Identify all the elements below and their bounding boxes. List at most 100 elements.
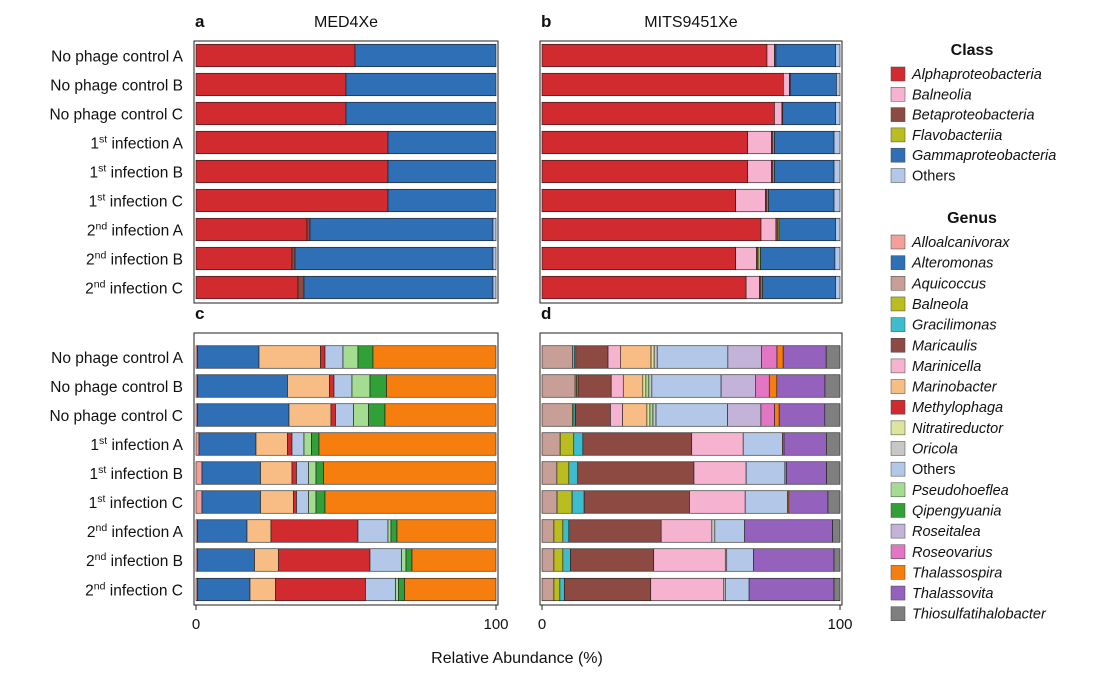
panel-c: Alloalcanivorax: 0.5Alteromonas: 20.5Mar… — [192, 304, 509, 633]
legend-title: Class — [951, 42, 994, 59]
bar-segment-thalassospira: Thalassospira: 33 — [396, 519, 497, 543]
row-label: No phage control A — [51, 49, 184, 66]
bar-segment-others: Others: 10.5 — [369, 548, 402, 572]
bar-segment-alteromonas: Alteromonas: 30 — [197, 374, 288, 398]
bar-segment-thiosulfatihalobacter: Thiosulfatihalobacter: 5 — [824, 374, 841, 398]
legend-item-label: Methylophaga — [912, 400, 1003, 416]
bar-1st-infection-a: Aquicoccus: 6Balneola: 4.5Gracilimonas: … — [541, 432, 841, 456]
bar-segment-aquicoccus: Aquicoccus: 11 — [541, 374, 576, 398]
bar-segment-alloalcanivorax: Alloalcanivorax: 2 — [195, 490, 203, 514]
bar-segment-qipengyuania: Qipengyuania: 2 — [390, 519, 398, 543]
bar-segment-thalassovita: Thalassovita: 29.5 — [744, 519, 833, 543]
bar-1st-infection-b: Aquicoccus: 5Balneola: 4Gracilimonas: 3M… — [541, 461, 841, 485]
bar-segment-betaproteobacteria: Betaproteobacteria: 2 — [297, 275, 305, 300]
bar-segment-methylophaga: Methylophaga: 1 — [293, 490, 297, 514]
bar-no-phage-control-c: Alphaproteobacteria: 50Gammaproteobacter… — [195, 101, 497, 126]
bar-segment-alphaproteobacteria: Alphaproteobacteria: 34 — [195, 275, 299, 300]
bar-segment-others: Others: 4 — [296, 461, 309, 485]
bar-segment-pseudohoeflea: Pseudohoeflea: 1 — [387, 519, 392, 543]
legend-swatch — [890, 399, 906, 415]
bar-segment-pseudohoeflea: Pseudohoeflea: 2.5 — [303, 432, 312, 456]
bar-segment-methylophaga: Methylophaga: 1.5 — [330, 403, 336, 427]
bar-segment-others: Others: 4 — [291, 432, 305, 456]
bar-segment-balneola: Balneola: 3 — [553, 548, 564, 572]
bar-segment-others: Others: 23 — [651, 374, 722, 398]
legend-swatch — [890, 66, 906, 82]
bar-segment-methylophaga: Methylophaga: 1.5 — [287, 432, 293, 456]
bar-segment-marinicella: Marinicella: 4 — [607, 345, 621, 369]
bar-segment-others: Others: 23.5 — [655, 403, 728, 427]
bar-segment-alphaproteobacteria: Alphaproteobacteria: 69 — [541, 130, 748, 155]
bar-segment-alteromonas: Alteromonas: 17.5 — [197, 577, 251, 602]
bar-segment-others: Others: 2 — [833, 159, 841, 184]
legend-class: Class Alphaproteobacteria Balneolia Betapro… — [890, 42, 1056, 185]
bar-2nd-infection-b: Alphaproteobacteria: 65Balneolia: 7Betap… — [541, 246, 841, 271]
legend-swatch — [890, 255, 906, 270]
legend-swatch — [890, 338, 906, 353]
panel-frame — [539, 332, 843, 606]
bar-segment-marinobacter: Marinobacter: 14 — [288, 403, 332, 427]
legend-item-label: Betaproteobacteria — [912, 108, 1035, 124]
bar-1st-infection-c: Alloalcanivorax: 2Alteromonas: 19.5Marin… — [195, 490, 497, 514]
row-label: No phage control C — [49, 408, 183, 425]
bar-no-phage-control-b: Alphaproteobacteria: 81Balneolia: 2Betap… — [541, 72, 841, 97]
bar-segment-marinobacter: Marinobacter: 10.5 — [255, 432, 288, 456]
bar-segment-marinicella: Marinicella: 17 — [691, 432, 744, 456]
bar-segment-marinobacter: Marinobacter: 20.5 — [258, 345, 321, 369]
panel-frame — [193, 332, 499, 606]
bar-segment-thalassospira: Thalassospira: 1.5 — [774, 403, 780, 427]
bar-segment-aquicoccus: Aquicoccus: 4 — [541, 577, 555, 602]
legend-swatch — [890, 358, 906, 374]
legend-swatch — [890, 565, 906, 580]
bar-segment-thalassospira: Thalassospira: 59 — [318, 432, 497, 456]
bar-segment-pseudohoeflea: Pseudohoeflea: 1 — [649, 403, 654, 427]
legend-item-label: Thalassovita — [912, 586, 993, 602]
bar-segment-gammaproteobacteria: Gammaproteobacteria: 36 — [387, 159, 497, 184]
bar-segment-gracilimonas: Gracilimonas: 2.5 — [562, 548, 571, 572]
row-label: 1st infection A — [90, 435, 183, 454]
bar-segment-marinobacter: Marinobacter: 8 — [246, 519, 272, 543]
bar-segment-thiosulfatihalobacter: Thiosulfatihalobacter: 4.5 — [825, 345, 841, 369]
bar-segment-thalassovita: Thalassovita: 15 — [778, 403, 826, 427]
x-tick-label: 100 — [483, 616, 508, 633]
bar-segment-gracilimonas: Gracilimonas: 4 — [571, 490, 585, 514]
bar-segment-qipengyuania: Qipengyuania: 3 — [315, 490, 326, 514]
bar-segment-aquicoccus: Aquicoccus: 5 — [541, 461, 558, 485]
bar-segment-maricaulis: Maricaulis: 29 — [564, 577, 652, 602]
bar-segment-nitratireductor: Nitratireductor: 1 — [650, 345, 655, 369]
bar-segment-qipengyuania: Qipengyuania: 2.5 — [315, 461, 324, 485]
bar-segment-others: Others: 23 — [656, 345, 729, 369]
bar-segment-pseudohoeflea: Pseudohoeflea: 1 — [645, 374, 650, 398]
bar-segment-alloalcanivorax: Alloalcanivorax: 2 — [195, 461, 203, 485]
bar-segment-marinobacter: Marinobacter: 6.5 — [622, 374, 644, 398]
bar-no-phage-control-b: Alloalcanivorax: 0.5Alteromonas: 30Marin… — [195, 374, 497, 398]
bar-segment-balneola: Balneola: 4.5 — [559, 432, 575, 456]
bar-segment-qipengyuania: Qipengyuania: 2 — [405, 548, 413, 572]
bar-segment-pseudohoeflea: Pseudohoeflea: 5 — [353, 403, 369, 427]
bar-segment-methylophaga: Methylophaga: 1.5 — [320, 345, 326, 369]
bar-segment-thiosulfatihalobacter: Thiosulfatihalobacter: 2 — [833, 577, 841, 602]
bar-segment-alphaproteobacteria: Alphaproteobacteria: 64 — [195, 188, 389, 213]
bar-segment-thiosulfatihalobacter: Thiosulfatihalobacter: 2 — [833, 548, 841, 572]
bar-segment-others: Others: 10 — [365, 577, 396, 602]
panel-letter: c — [195, 304, 204, 323]
bar-segment-others: Others: 14 — [744, 490, 788, 514]
legend-item-label: Alteromonas — [911, 256, 993, 272]
bar-segment-betaproteobacteria: Betaproteobacteria: 1 — [291, 246, 296, 271]
bar-segment-roseitalea: Roseitalea: 11.5 — [720, 374, 757, 398]
bar-1st-infection-b: Alloalcanivorax: 2Alteromonas: 19.5Marin… — [195, 461, 497, 485]
bar-2nd-infection-c: Aquicoccus: 4Balneola: 2Gracilimonas: 1.… — [541, 577, 841, 602]
bar-segment-flavobacteriia: Flavobacteriia: 0.8 — [757, 246, 761, 271]
bar-segment-thiosulfatihalobacter: Thiosulfatihalobacter: 5 — [824, 403, 841, 427]
row-label: 2nd infection C — [85, 581, 183, 600]
bar-segment-thalassovita: Thalassovita: 13 — [788, 490, 829, 514]
row-label: 1st infection B — [90, 163, 183, 182]
panels-layer: Alphaproteobacteria: 53Gammaproteobacter… — [192, 12, 853, 633]
bar-segment-methylophaga: Methylophaga: 1.5 — [329, 374, 335, 398]
bar-segment-gammaproteobacteria: Gammaproteobacteria: 22 — [768, 188, 835, 213]
bar-segment-marinicella: Marinicella: 4 — [610, 403, 623, 427]
bar-segment-alteromonas: Alteromonas: 30.5 — [197, 403, 290, 427]
bar-segment-thalassovita: Thalassovita: 14 — [782, 345, 827, 369]
row-label: No phage control B — [50, 78, 183, 95]
bar-segment-qipengyuania: Qipengyuania: 5.5 — [368, 403, 386, 427]
